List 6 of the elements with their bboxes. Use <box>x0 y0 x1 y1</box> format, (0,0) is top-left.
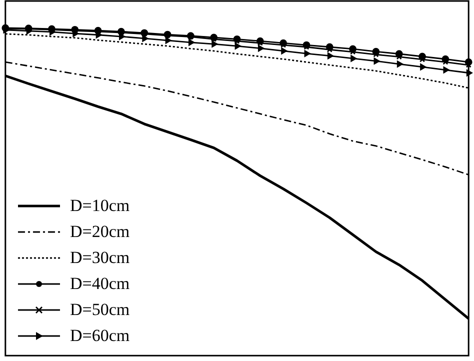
legend-label: D=30cm <box>70 248 130 268</box>
legend-label: D=20cm <box>70 222 130 242</box>
legend-label: D=10cm <box>70 196 130 216</box>
legend-label: D=50cm <box>70 300 130 320</box>
legend-label: D=60cm <box>70 326 130 346</box>
legend-label: D=40cm <box>70 274 130 294</box>
